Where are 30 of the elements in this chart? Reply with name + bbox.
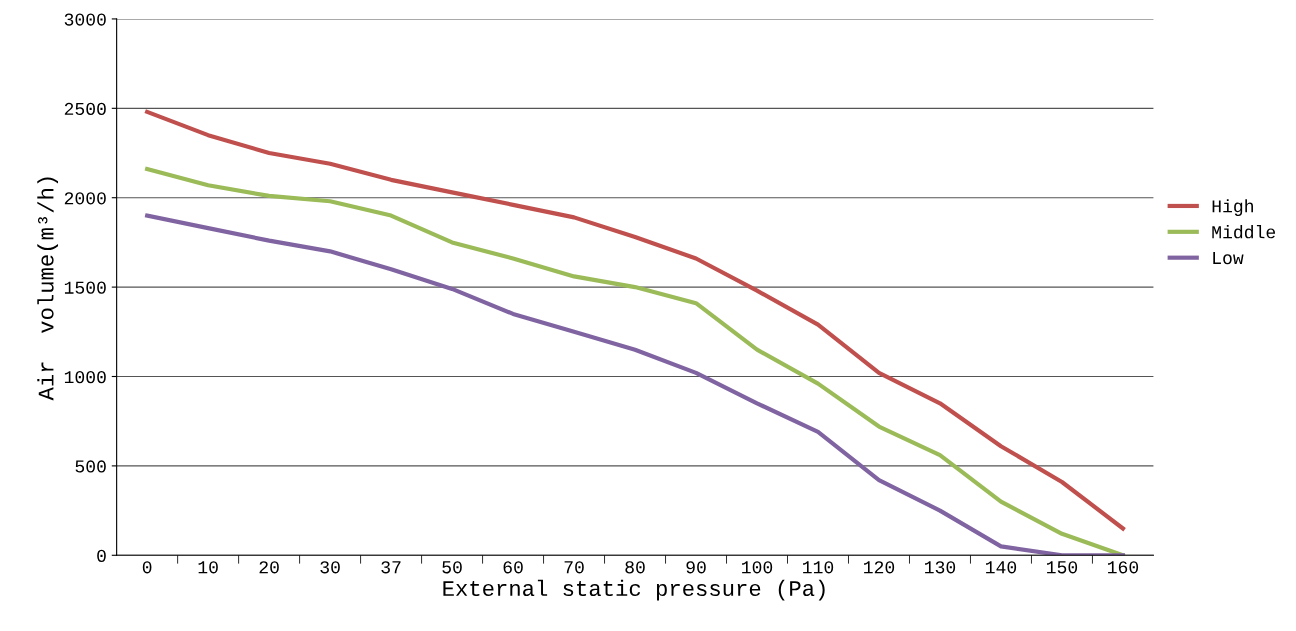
y-tick-label: 3000: [64, 13, 106, 26]
x-tick-label: 120: [864, 561, 895, 574]
y-tick-label: 1000: [64, 370, 106, 384]
x-tick-label: 110: [803, 561, 834, 574]
x-tick-label: 50: [442, 561, 462, 574]
x-axis-title: External static pressure (Pa): [443, 579, 825, 601]
y-tick-label: 0: [97, 549, 106, 562]
y-axis-title: Air volume(m³/h): [37, 177, 59, 401]
x-tick-label: 10: [198, 561, 218, 574]
x-tick-label: 130: [925, 561, 956, 574]
y-tick-label: 1500: [64, 281, 106, 294]
x-tick-label: 0: [142, 561, 152, 574]
line-series: [145, 109, 1126, 531]
legend-label: High: [1212, 199, 1253, 217]
legend-label: Middle: [1212, 225, 1276, 239]
x-tick-label: 80: [625, 561, 645, 574]
legend-label: Low: [1213, 252, 1244, 265]
x-tick-label: 30: [320, 561, 340, 574]
x-tick-label: 140: [986, 561, 1017, 574]
x-tick-label: 160: [1108, 561, 1139, 574]
y-tick-label: 2000: [64, 192, 106, 205]
x-tick-label: 90: [686, 561, 706, 574]
x-tick-label: 37: [381, 561, 401, 574]
x-tick-label: 100: [742, 561, 773, 574]
y-tick-label: 500: [75, 460, 106, 473]
x-tick-label: 20: [259, 561, 279, 574]
y-tick-label: 2500: [64, 102, 106, 116]
x-tick-label: 150: [1047, 561, 1078, 574]
x-tick-label: 70: [564, 561, 584, 574]
x-tick-label: 60: [503, 561, 523, 574]
